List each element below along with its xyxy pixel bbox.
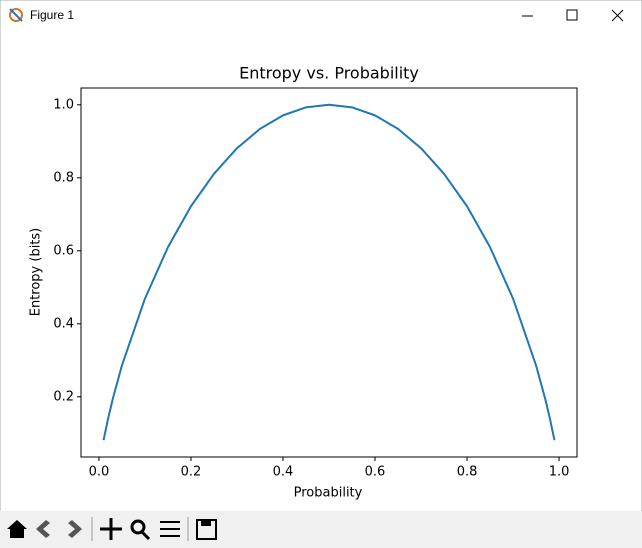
save-button[interactable] [196,519,217,540]
x-tick-label: 0.0 [89,465,110,480]
chart-title: Entropy vs. Probability [239,64,419,83]
data-line [102,103,556,441]
x-tick-label: 0.6 [365,465,386,480]
y-tick-label: 0.8 [53,170,74,185]
y-tick-label: 0.4 [53,316,74,331]
x-axis-label: Probability [294,486,363,501]
y-axis-label: Entropy (bits) [29,228,44,317]
x-tick-label: 0.8 [457,465,478,480]
configure-button[interactable] [160,521,180,537]
x-tick-label: 0.2 [181,465,202,480]
axes-frame [80,87,578,458]
maximize-button[interactable] [566,9,578,21]
back-button[interactable] [36,520,50,538]
toolbar [0,511,642,548]
close-button[interactable] [611,9,624,22]
forward-button[interactable] [68,520,82,538]
y-tick-label: 0.2 [53,389,74,404]
x-tick-label: 0.4 [273,465,294,480]
app-icon [9,8,23,22]
home-button[interactable] [7,520,27,538]
y-tick-label: 1.0 [53,97,74,112]
zoom-button[interactable] [130,519,151,541]
x-tick-label: 1.0 [549,465,570,480]
window-title: Figure 1 [30,8,74,22]
y-tick-label: 0.6 [53,243,74,258]
pan-button[interactable] [100,518,122,540]
